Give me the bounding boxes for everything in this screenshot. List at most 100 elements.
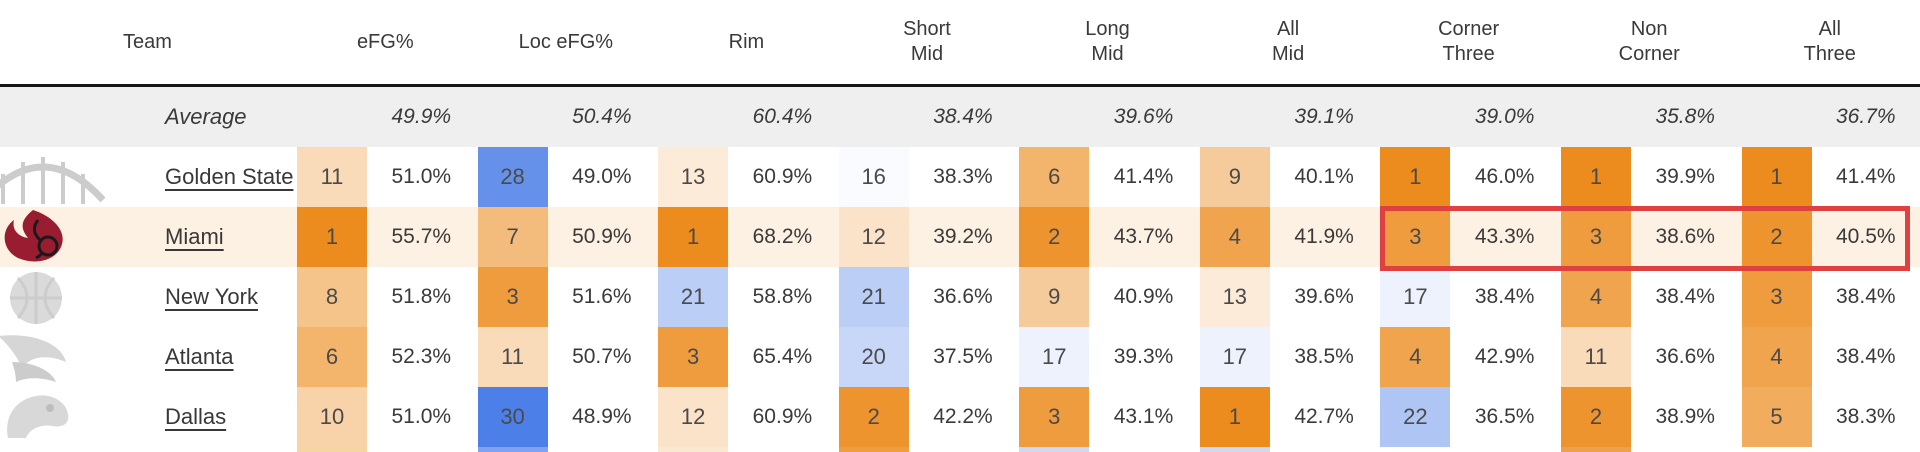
rank-cell: 1	[1741, 147, 1812, 207]
pct-value: 38.4%	[1655, 285, 1715, 308]
pct-value: 60.9%	[752, 165, 813, 188]
average-rank-spacer	[478, 87, 548, 147]
pct-value: 55.7%	[391, 225, 452, 248]
sliver-spacer	[1089, 447, 1198, 452]
rank-cell: 8	[297, 267, 367, 327]
column-header-all-three[interactable]: All Three	[1803, 18, 1856, 65]
sliver-stat-group	[656, 447, 837, 452]
stat-group: 12 60.9%	[656, 387, 837, 447]
pct-value: 41.9%	[1294, 225, 1354, 248]
stat-group: 17 38.5%	[1198, 327, 1379, 387]
stat-group: 10 51.0%	[295, 387, 476, 447]
team-link[interactable]: Golden State	[165, 164, 294, 189]
rank-cell: 2	[1019, 207, 1090, 267]
average-row: Average 49.9% 50.4% 60.4% 38.4% 39.6% 39.1% 39.…	[0, 87, 1920, 147]
team-cell: Golden State	[0, 147, 295, 207]
sliver-stat-group	[295, 447, 476, 452]
sliver-spacer	[909, 447, 1018, 452]
average-rank-spacer	[1200, 87, 1270, 147]
stat-group: 16 38.3%	[837, 147, 1018, 207]
column-header-corner-three[interactable]: Corner Three	[1438, 18, 1500, 65]
stat-group: 6 52.3%	[295, 327, 476, 387]
stat-group: 1 39.9%	[1559, 147, 1740, 207]
column-header-loc-efg[interactable]: Loc eFG%	[518, 30, 614, 53]
rank-cell: 12	[658, 387, 729, 447]
stat-group: 2 43.7%	[1017, 207, 1198, 267]
stat-group: 3 38.6%	[1559, 207, 1740, 267]
pct-value: 36.5%	[1474, 405, 1535, 428]
sliver-stat-group	[837, 447, 1018, 452]
stat-group: 20 37.5%	[837, 327, 1018, 387]
team-link[interactable]: Dallas	[165, 404, 227, 429]
rank-cell: 7	[477, 207, 548, 267]
average-stat-group: 50.4%	[476, 87, 657, 147]
rank-cell: 1	[658, 207, 729, 267]
sliver-rank-cell	[297, 447, 367, 452]
column-header-non-corner[interactable]: Non Corner	[1618, 18, 1680, 65]
stat-group: 4 38.4%	[1559, 267, 1740, 327]
stat-group: 13 60.9%	[656, 147, 837, 207]
rank-cell: 5	[1741, 387, 1812, 447]
sliver-spacer	[728, 447, 837, 452]
pct-value: 40.5%	[1836, 225, 1896, 248]
rank-cell: 9	[1019, 267, 1090, 327]
stat-group: 4 42.9%	[1378, 327, 1559, 387]
stat-group: 21 36.6%	[837, 267, 1018, 327]
pct-value: 40.1%	[1294, 165, 1354, 188]
column-header-rim[interactable]: Rim	[728, 30, 765, 53]
team-link[interactable]: New York	[165, 284, 258, 309]
pct-value: 43.1%	[1113, 405, 1174, 428]
column-header-short-mid[interactable]: Short Mid	[903, 18, 951, 65]
sliver-stat-group	[1378, 447, 1559, 452]
rank-cell: 3	[1380, 207, 1451, 267]
rank-cell: 2	[838, 387, 909, 447]
pct-value: 36.6%	[1655, 345, 1715, 368]
stat-group: 3 43.3%	[1378, 207, 1559, 267]
pct-value: 36.6%	[933, 285, 993, 308]
rank-cell: 1	[1380, 147, 1451, 207]
average-stat-group: 60.4%	[656, 87, 837, 147]
sliver-stat-group	[1740, 447, 1920, 452]
sliver-team-spacer	[0, 447, 295, 452]
sliver-stat-group	[1559, 447, 1740, 452]
average-rank-spacer	[1561, 87, 1631, 147]
average-rank-spacer	[1019, 87, 1089, 147]
new-york-logo	[0, 268, 135, 326]
stat-group: 5 38.3%	[1740, 387, 1920, 447]
rank-cell: 6	[297, 327, 367, 387]
rank-cell: 21	[838, 267, 909, 327]
rank-cell: 13	[1199, 267, 1270, 327]
pct-value: 41.4%	[1113, 165, 1174, 188]
pct-value: 42.2%	[933, 405, 993, 428]
stat-group: 1 55.7%	[295, 207, 476, 267]
average-rank-spacer	[839, 87, 909, 147]
column-header-long-mid[interactable]: Long Mid	[1085, 18, 1130, 65]
sliver-rank-cell	[1380, 447, 1451, 452]
rank-cell: 10	[297, 387, 367, 447]
rank-cell: 17	[1199, 327, 1270, 387]
sliver-spacer	[367, 447, 476, 452]
stat-group: 13 39.6%	[1198, 267, 1379, 327]
pct-value: 60.9%	[752, 405, 813, 428]
pct-value: 38.4%	[1474, 285, 1535, 308]
column-header-efg[interactable]: eFG%	[356, 30, 414, 53]
table-row-dallas: Dallas 10 51.0% 30 48.9% 12 60.9% 2 42.2% 3 43.1% 1…	[0, 387, 1920, 447]
stat-group: 2 42.2%	[837, 387, 1018, 447]
average-stat-group: 39.0%	[1378, 87, 1559, 147]
rank-cell: 1	[297, 207, 367, 267]
rank-cell: 4	[1560, 267, 1631, 327]
column-header-all-mid[interactable]: All Mid	[1271, 18, 1305, 65]
rank-cell: 3	[1560, 207, 1631, 267]
column-header-team[interactable]: Team	[123, 30, 172, 53]
rank-cell: 3	[658, 327, 729, 387]
table-row-atlanta: Atlanta 6 52.3% 11 50.7% 3 65.4% 20 37.5% 17 39.3%…	[0, 327, 1920, 387]
average-pct: 39.1%	[1294, 105, 1354, 128]
stat-group: 11 50.7%	[476, 327, 657, 387]
rank-cell: 9	[1199, 147, 1270, 207]
pct-value: 38.6%	[1655, 225, 1715, 248]
stat-group: 7 50.9%	[476, 207, 657, 267]
average-rank-spacer	[297, 87, 367, 147]
team-link[interactable]: Atlanta	[165, 344, 234, 369]
team-link[interactable]: Miami	[165, 224, 224, 249]
average-rank-spacer	[1742, 87, 1812, 147]
